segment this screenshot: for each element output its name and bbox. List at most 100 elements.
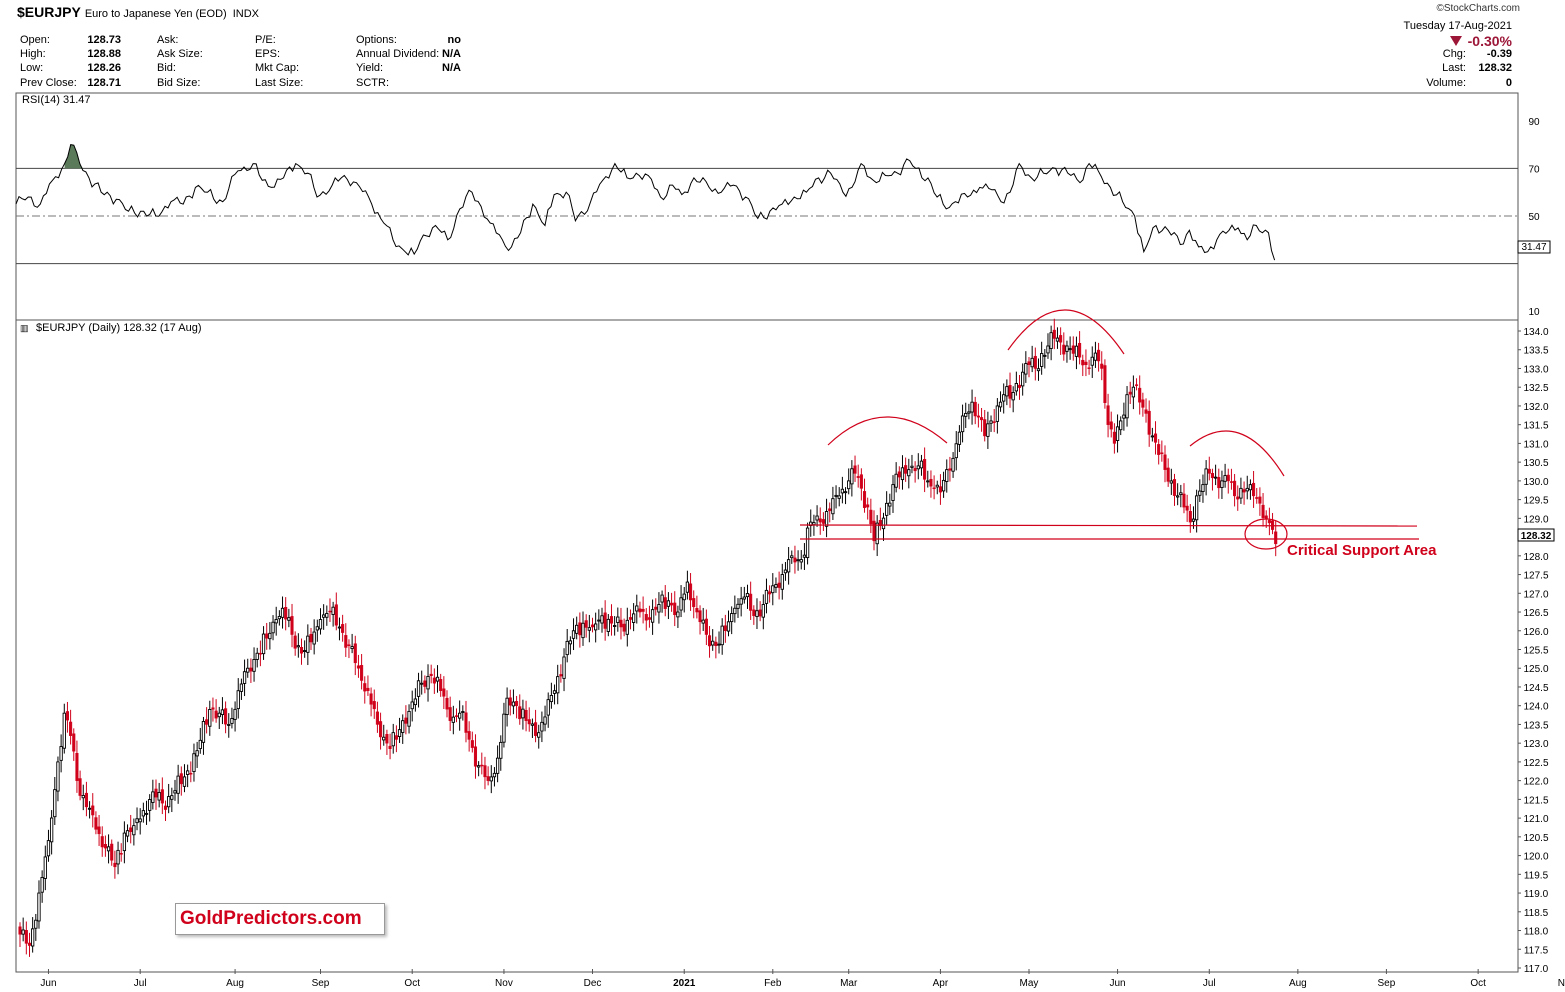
- candle: [1172, 473, 1177, 506]
- candle: [695, 595, 699, 619]
- candle: [730, 606, 734, 635]
- candle: [1087, 359, 1091, 375]
- candle: [391, 723, 395, 754]
- rsi-last-box: [1517, 240, 1551, 254]
- candle: [989, 415, 993, 432]
- candle: [796, 550, 800, 571]
- candle: [334, 592, 338, 631]
- candle: [612, 616, 617, 636]
- candle: [195, 741, 199, 768]
- candle: [631, 603, 636, 632]
- candle: [325, 605, 329, 626]
- price-tick-label: 119.0: [1524, 889, 1549, 900]
- stat-label: Last Size:: [255, 77, 304, 89]
- candle: [603, 600, 607, 641]
- candle: [227, 713, 231, 738]
- time-tick-label: Dec: [584, 978, 602, 989]
- stat-label: Volume:: [1426, 77, 1466, 89]
- price-tick-label: 125.0: [1523, 664, 1548, 675]
- candle: [1002, 383, 1006, 414]
- time-tick-label: May: [1020, 978, 1039, 989]
- candle: [1081, 354, 1085, 377]
- candle: [1220, 470, 1224, 499]
- candle: [565, 628, 569, 663]
- candle: [91, 793, 95, 828]
- candle: [59, 734, 63, 773]
- candle: [711, 629, 715, 651]
- candle: [1027, 357, 1031, 378]
- candle: [1115, 414, 1120, 453]
- candle: [938, 474, 942, 505]
- candle: [249, 658, 253, 683]
- stat-label: SCTR:: [356, 77, 389, 89]
- candle: [606, 614, 610, 637]
- stat-label: Options:: [356, 34, 397, 46]
- candle: [306, 624, 310, 666]
- candle: [575, 616, 579, 640]
- candle: [628, 609, 633, 630]
- candle: [337, 617, 342, 641]
- candle: [1071, 336, 1075, 361]
- candle: [423, 675, 427, 694]
- rsi-axis: 90 70 50 10: [1528, 117, 1540, 318]
- candle: [1033, 347, 1037, 381]
- candle: [818, 507, 822, 535]
- price-last-box: [1517, 528, 1555, 542]
- candle: [1176, 483, 1180, 506]
- candle: [635, 594, 639, 624]
- price-tick-label: 131.0: [1523, 439, 1548, 450]
- candle: [562, 648, 566, 692]
- candle: [805, 522, 810, 565]
- candle: [745, 584, 750, 609]
- candle: [824, 498, 829, 538]
- candle: [290, 603, 294, 648]
- candle: [464, 700, 468, 743]
- candle: [537, 724, 541, 749]
- price-tick-label: 134.0: [1523, 327, 1548, 338]
- candle: [420, 670, 424, 695]
- price-tick-label: 127.0: [1523, 589, 1548, 600]
- stat-value: 128.88: [87, 48, 121, 60]
- candle: [1252, 471, 1256, 508]
- candle: [43, 845, 47, 891]
- candle: [752, 605, 756, 625]
- rsi-tick-label: 90: [1528, 117, 1540, 128]
- candle: [1021, 363, 1025, 396]
- candle: [1122, 402, 1126, 431]
- candle: [401, 714, 405, 744]
- candle: [492, 767, 497, 787]
- candle: [385, 729, 389, 755]
- candle: [720, 618, 724, 655]
- candle: [1261, 493, 1265, 527]
- candle: [641, 596, 645, 624]
- candle: [242, 659, 247, 697]
- support-line-upper: [799, 524, 1418, 527]
- candle: [926, 470, 930, 488]
- candle: [220, 697, 225, 725]
- candle: [682, 586, 686, 613]
- candle: [448, 696, 452, 731]
- candle: [75, 740, 79, 793]
- rsi-tick-label: 70: [1528, 164, 1540, 175]
- candle: [840, 476, 845, 504]
- candle: [862, 478, 867, 513]
- candle: [296, 633, 300, 658]
- candle: [268, 622, 272, 650]
- price-last-value: 128.32: [1517, 528, 1555, 542]
- stat-label: P/E:: [255, 34, 276, 46]
- candle: [255, 647, 259, 668]
- price-axis: 117.0 117.5 118.0 118.5 119.0 119.5 120.0 120.5…: [1518, 327, 1549, 975]
- candle: [426, 664, 430, 702]
- candle: [786, 547, 791, 585]
- candle: [1207, 456, 1211, 481]
- rsi-tick-label: 10: [1528, 307, 1540, 318]
- candle: [87, 801, 92, 819]
- candle: [707, 626, 712, 658]
- candle: [916, 453, 920, 480]
- candle: [1128, 381, 1132, 405]
- candle: [1141, 392, 1145, 417]
- price-tick-label: 120.0: [1523, 852, 1548, 863]
- candle: [644, 608, 648, 631]
- candle: [692, 590, 696, 619]
- candle: [1103, 359, 1107, 409]
